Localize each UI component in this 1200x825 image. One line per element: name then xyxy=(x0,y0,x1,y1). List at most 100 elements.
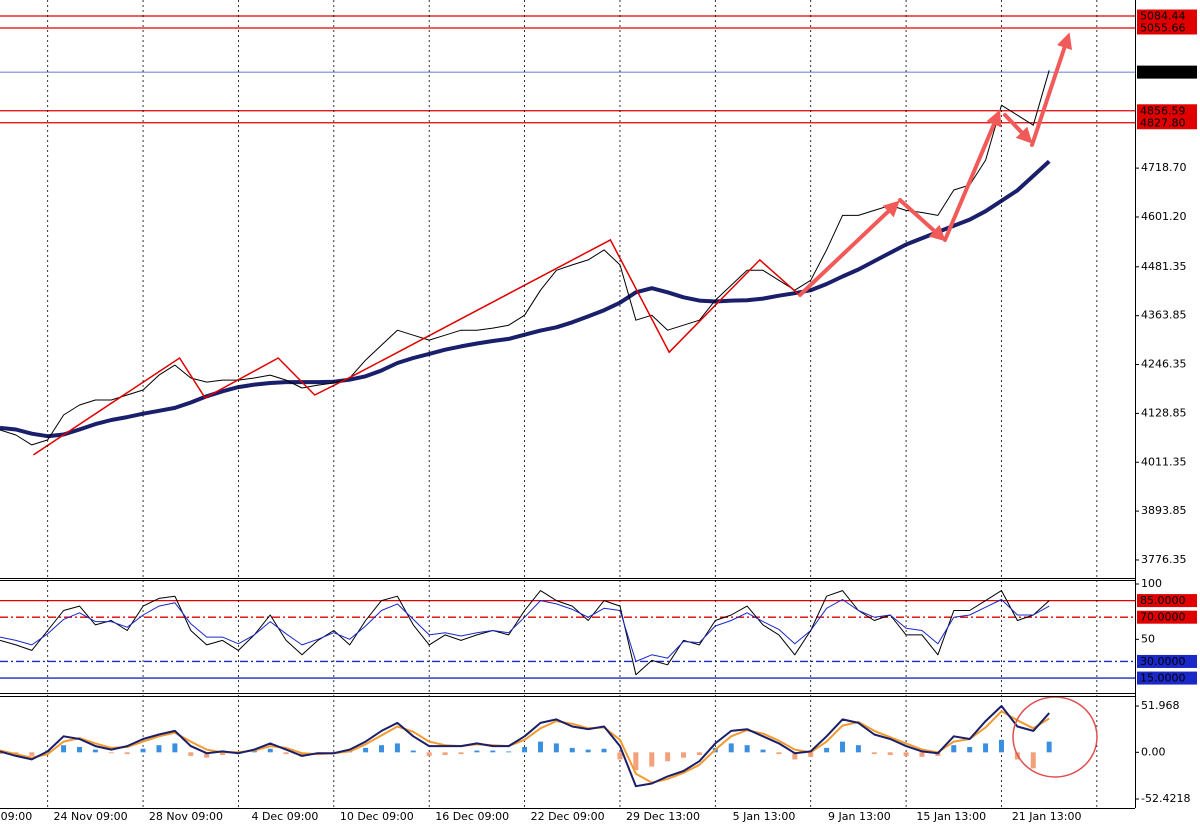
histogram-bar xyxy=(394,743,400,753)
histogram-bar xyxy=(156,745,162,753)
histogram-bar xyxy=(29,752,35,756)
x-tick-label: 29 Dec 13:00 xyxy=(626,810,700,823)
y-tick-label: -52.4218 xyxy=(1141,792,1190,805)
arrow xyxy=(943,109,1002,242)
histogram-bar xyxy=(903,752,909,756)
histogram-bar xyxy=(967,746,973,753)
x-tick-label: 28 Nov 09:00 xyxy=(149,810,223,823)
arrow xyxy=(798,200,900,297)
x-tick-label: 9 Jan 13:00 xyxy=(828,810,891,823)
histogram-bar xyxy=(506,751,512,753)
histogram-bar xyxy=(808,752,814,757)
arrow xyxy=(898,198,946,242)
y-tick-label: 4481.35 xyxy=(1141,260,1187,273)
histogram-bar xyxy=(0,752,3,755)
x-tick-label: 10 Dec 09:00 xyxy=(340,810,414,823)
y-tick-label: 4246.35 xyxy=(1141,358,1187,371)
histogram-bar xyxy=(760,749,766,753)
histogram-bar xyxy=(665,752,671,762)
histogram-bar xyxy=(220,752,226,755)
y-tick-label: 3776.35 xyxy=(1141,553,1187,566)
y-tick-label: 4011.35 xyxy=(1141,455,1187,468)
histogram-bar xyxy=(855,745,861,753)
frame xyxy=(0,0,1136,809)
histogram-bar xyxy=(76,746,82,753)
y-tick-label: 4601.20 xyxy=(1141,210,1187,223)
histogram-bar xyxy=(649,752,655,767)
series-line xyxy=(0,599,1050,662)
arrow xyxy=(1003,113,1033,144)
x-tick-label: 5 Jan 13:00 xyxy=(733,810,796,823)
histogram-bar xyxy=(553,743,559,753)
histogram-bar xyxy=(601,748,607,753)
y-tick-label: 51.968 xyxy=(1141,699,1180,712)
y-tick-label: 4128.85 xyxy=(1141,406,1187,419)
y-tick-label: 3893.85 xyxy=(1141,504,1187,517)
histogram-bar xyxy=(792,752,798,760)
histogram-bar xyxy=(299,752,305,757)
histogram-bar xyxy=(92,749,98,753)
y-tick-label: 100 xyxy=(1141,577,1162,590)
zigzag-line xyxy=(32,238,801,456)
histogram-bar xyxy=(188,752,194,756)
histogram-bar xyxy=(283,752,289,755)
level-label-box xyxy=(1137,21,1197,35)
y-tick-label: 4718.70 xyxy=(1141,161,1187,174)
x-tick-label: 21 Jan 13:00 xyxy=(1012,810,1082,823)
level-label: 4827.80 xyxy=(1140,116,1186,129)
histogram-bar xyxy=(442,752,448,755)
x-tick-label: 4 Dec 09:00 xyxy=(251,810,318,823)
level-label: 5084.44 xyxy=(1140,10,1186,23)
histogram-bar xyxy=(490,750,496,753)
y-tick-label: 4363.85 xyxy=(1141,309,1187,322)
level-label-box xyxy=(1137,654,1197,668)
histogram-bar xyxy=(585,749,591,753)
series-line xyxy=(0,705,1050,788)
level-label: 15.0000 xyxy=(1140,672,1186,685)
series-line xyxy=(0,710,1050,784)
level-label-box xyxy=(1137,610,1197,624)
level-label-box xyxy=(1137,65,1197,79)
histogram-bar xyxy=(124,752,130,755)
y-tick-label: 0.00 xyxy=(1141,745,1166,758)
level-label-box xyxy=(1137,104,1197,118)
histogram-bar xyxy=(426,752,432,756)
level-label: 70.0000 xyxy=(1140,611,1186,624)
histogram-bar xyxy=(379,745,385,753)
x-tick-label: 24 Nov 09:00 xyxy=(54,810,128,823)
histogram-bar xyxy=(696,752,702,755)
histogram-bar xyxy=(728,743,734,753)
histogram-bar xyxy=(569,747,575,753)
histogram-bar xyxy=(633,752,639,771)
histogram-bar xyxy=(951,745,957,753)
histogram-bar xyxy=(172,743,178,753)
level-label: 85.0000 xyxy=(1140,594,1186,607)
x-tick-label: 22 Dec 09:00 xyxy=(531,810,605,823)
x-tick-label: 16 Dec 09:00 xyxy=(435,810,509,823)
histogram-bar xyxy=(522,746,528,753)
histogram-bar xyxy=(887,752,893,755)
histogram-bar xyxy=(1046,741,1052,753)
histogram-bar xyxy=(140,748,146,753)
arrow xyxy=(1030,32,1073,147)
x-tick-label: 15 Jan 13:00 xyxy=(916,810,986,823)
series-line xyxy=(0,159,1051,439)
x-tick-label: 09:00 xyxy=(1,810,33,823)
y-tick-label: 50 xyxy=(1141,632,1155,645)
histogram-bar xyxy=(363,747,369,753)
level-label: 5055.66 xyxy=(1140,22,1186,35)
histogram-bar xyxy=(776,752,782,755)
level-label-box xyxy=(1137,671,1197,685)
level-label-box xyxy=(1137,9,1197,23)
histogram-bar xyxy=(840,741,846,753)
histogram-bar xyxy=(871,752,877,755)
histogram-bar xyxy=(267,748,273,753)
histogram-bar xyxy=(458,752,464,755)
histogram-bar xyxy=(204,752,210,758)
annotation-arrows xyxy=(798,32,1073,297)
histogram-bar xyxy=(617,752,623,760)
histogram-bar xyxy=(410,750,416,753)
